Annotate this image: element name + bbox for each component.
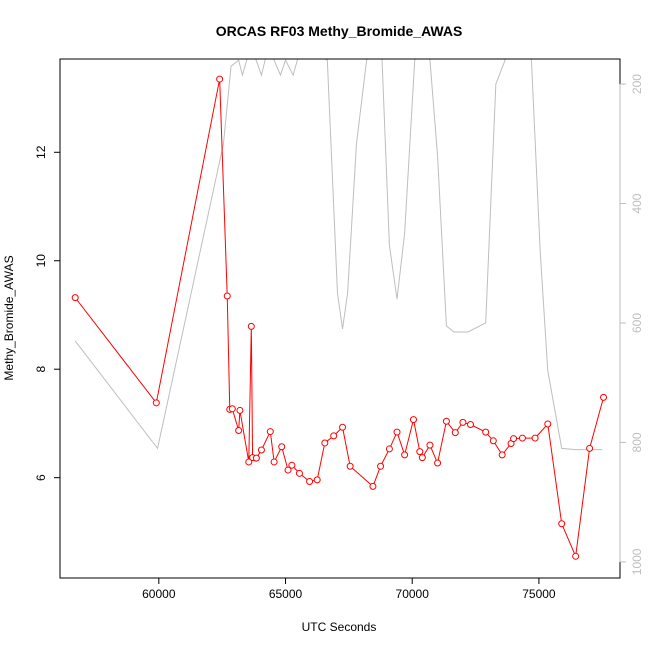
data-point bbox=[236, 406, 244, 414]
right-tick-label: 200 bbox=[630, 74, 644, 94]
right-tick-label: 800 bbox=[630, 432, 644, 452]
data-point bbox=[321, 439, 329, 447]
data-point bbox=[489, 437, 497, 445]
data-point bbox=[313, 476, 321, 484]
left-series-line bbox=[74, 78, 605, 559]
data-point bbox=[252, 454, 260, 462]
data-point bbox=[459, 418, 467, 426]
data-point bbox=[531, 434, 539, 442]
data-point bbox=[266, 428, 274, 436]
data-point bbox=[223, 292, 231, 300]
data-point bbox=[416, 448, 424, 456]
data-point bbox=[245, 458, 253, 466]
right-axis: 200 400 600 800 1000 bbox=[619, 74, 644, 575]
plot-layer bbox=[71, 59, 608, 560]
data-point bbox=[544, 420, 552, 428]
data-point bbox=[216, 75, 224, 83]
x-tick-label: 65000 bbox=[269, 587, 303, 601]
data-point bbox=[247, 322, 255, 330]
data-point bbox=[288, 461, 296, 469]
y-axis: 6 8 10 12 bbox=[34, 145, 61, 481]
right-tick-label: 400 bbox=[630, 193, 644, 213]
data-point bbox=[235, 426, 243, 434]
data-point bbox=[284, 466, 292, 474]
x-axis-label: UTC Seconds bbox=[302, 620, 377, 634]
data-point bbox=[498, 451, 506, 459]
right-series-line bbox=[74, 59, 603, 451]
data-point bbox=[339, 423, 347, 431]
y-tick-label: 6 bbox=[34, 474, 48, 481]
right-tick-label: 600 bbox=[630, 313, 644, 333]
data-point bbox=[330, 432, 338, 440]
x-tick-label: 70000 bbox=[396, 587, 430, 601]
data-point bbox=[467, 421, 474, 429]
data-point bbox=[228, 405, 236, 413]
x-tick-label: 60000 bbox=[142, 587, 176, 601]
x-axis: 60000 65000 70000 75000 bbox=[142, 577, 556, 601]
y-tick-label: 12 bbox=[34, 145, 48, 159]
data-point bbox=[369, 482, 377, 490]
data-point bbox=[270, 458, 278, 466]
y-tick-label: 8 bbox=[34, 366, 48, 373]
data-point bbox=[510, 435, 518, 443]
data-point bbox=[377, 462, 385, 470]
data-point bbox=[451, 429, 459, 437]
data-point bbox=[426, 441, 434, 449]
data-point bbox=[71, 294, 79, 302]
data-point bbox=[385, 445, 393, 453]
y-tick-label: 10 bbox=[34, 254, 48, 268]
data-point bbox=[434, 459, 442, 467]
data-point bbox=[401, 451, 409, 459]
data-point bbox=[152, 399, 160, 407]
data-point bbox=[295, 469, 303, 477]
data-point bbox=[572, 552, 580, 560]
data-point bbox=[393, 428, 401, 436]
data-point bbox=[558, 520, 566, 528]
data-point bbox=[306, 477, 314, 485]
chart-title: ORCAS RF03 Methy_Bromide_AWAS bbox=[216, 23, 463, 39]
plot-frame bbox=[59, 58, 621, 579]
data-point bbox=[257, 446, 265, 454]
data-point bbox=[586, 444, 594, 452]
data-point bbox=[278, 443, 286, 451]
y-axis-label: Methy_Bromide_AWAS bbox=[2, 255, 16, 380]
data-point bbox=[418, 454, 426, 462]
x-tick-label: 75000 bbox=[522, 587, 556, 601]
data-point bbox=[442, 417, 450, 425]
data-point bbox=[518, 434, 526, 442]
data-point bbox=[600, 393, 608, 401]
data-point bbox=[409, 416, 417, 424]
data-point bbox=[346, 462, 354, 470]
right-tick-label: 1000 bbox=[630, 548, 644, 575]
data-point bbox=[482, 428, 490, 436]
